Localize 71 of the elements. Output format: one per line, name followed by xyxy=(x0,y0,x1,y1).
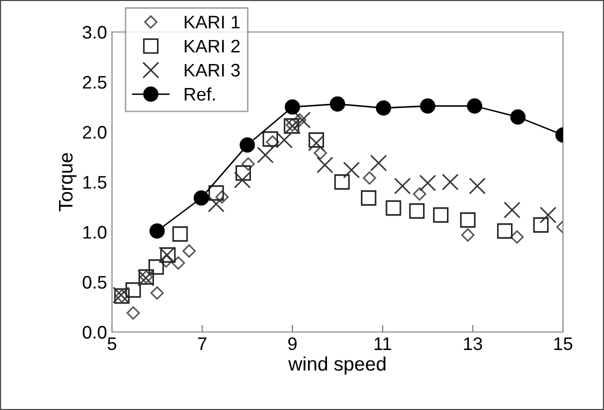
point xyxy=(461,228,474,242)
point xyxy=(316,156,334,174)
point xyxy=(497,223,513,239)
point xyxy=(412,187,426,201)
point xyxy=(294,112,311,128)
point xyxy=(330,96,346,112)
point xyxy=(510,109,526,125)
point xyxy=(172,226,188,242)
point xyxy=(266,135,280,149)
legend-label: KARI 1 xyxy=(184,16,240,28)
y-tick-label: 2.5 xyxy=(82,76,106,89)
y-tick-label: 1.5 xyxy=(83,176,106,189)
y-tick-label: 2.0 xyxy=(82,126,106,139)
point xyxy=(125,282,141,298)
point xyxy=(284,99,300,115)
legend-label: KARI 2 xyxy=(184,40,240,52)
y-tick-label: 1.0 xyxy=(83,226,106,239)
point xyxy=(256,146,274,164)
point xyxy=(420,98,436,114)
point xyxy=(242,157,255,171)
point xyxy=(234,172,251,188)
point xyxy=(148,259,164,275)
point xyxy=(419,174,436,192)
x-tick-label: 15 xyxy=(554,338,572,350)
x-tick-label: 9 xyxy=(288,337,297,350)
x-tick-label: 7 xyxy=(198,338,206,350)
point xyxy=(182,244,196,258)
point xyxy=(370,154,387,172)
x-tick-label: 11 xyxy=(374,338,392,350)
point xyxy=(208,196,225,212)
point xyxy=(433,207,448,223)
point xyxy=(409,203,425,219)
y-tick-label: 3.0 xyxy=(82,26,106,39)
point xyxy=(126,306,140,320)
point xyxy=(240,137,255,153)
point xyxy=(215,190,229,204)
x-tick-label: 5 xyxy=(108,338,116,350)
point xyxy=(194,190,209,206)
point xyxy=(394,178,411,194)
point xyxy=(376,100,392,116)
x-axis-title: wind speed xyxy=(288,356,386,375)
point xyxy=(314,146,328,160)
point xyxy=(362,171,376,185)
point xyxy=(360,190,376,206)
point xyxy=(172,256,185,270)
y-tick-label: 0.0 xyxy=(82,326,106,339)
point xyxy=(308,134,325,152)
point xyxy=(334,174,350,190)
point xyxy=(150,286,164,300)
point xyxy=(533,217,549,233)
legend-label: Ref. xyxy=(184,87,215,101)
point xyxy=(460,212,476,228)
y-axis-title: Torque xyxy=(59,153,76,212)
point xyxy=(343,162,360,178)
point xyxy=(510,230,524,244)
point xyxy=(442,174,459,190)
y-tick-label: 0.5 xyxy=(82,276,106,289)
point xyxy=(308,132,324,148)
point xyxy=(540,206,557,224)
point xyxy=(236,165,251,181)
x-tick-label: 13 xyxy=(464,337,482,350)
point xyxy=(208,185,224,201)
point xyxy=(386,200,402,216)
point xyxy=(468,178,486,194)
point xyxy=(466,98,482,114)
legend-label: KARI 3 xyxy=(184,64,240,77)
point xyxy=(262,131,278,147)
point xyxy=(292,113,306,127)
point xyxy=(504,202,520,218)
point xyxy=(276,132,293,148)
point xyxy=(149,223,165,239)
